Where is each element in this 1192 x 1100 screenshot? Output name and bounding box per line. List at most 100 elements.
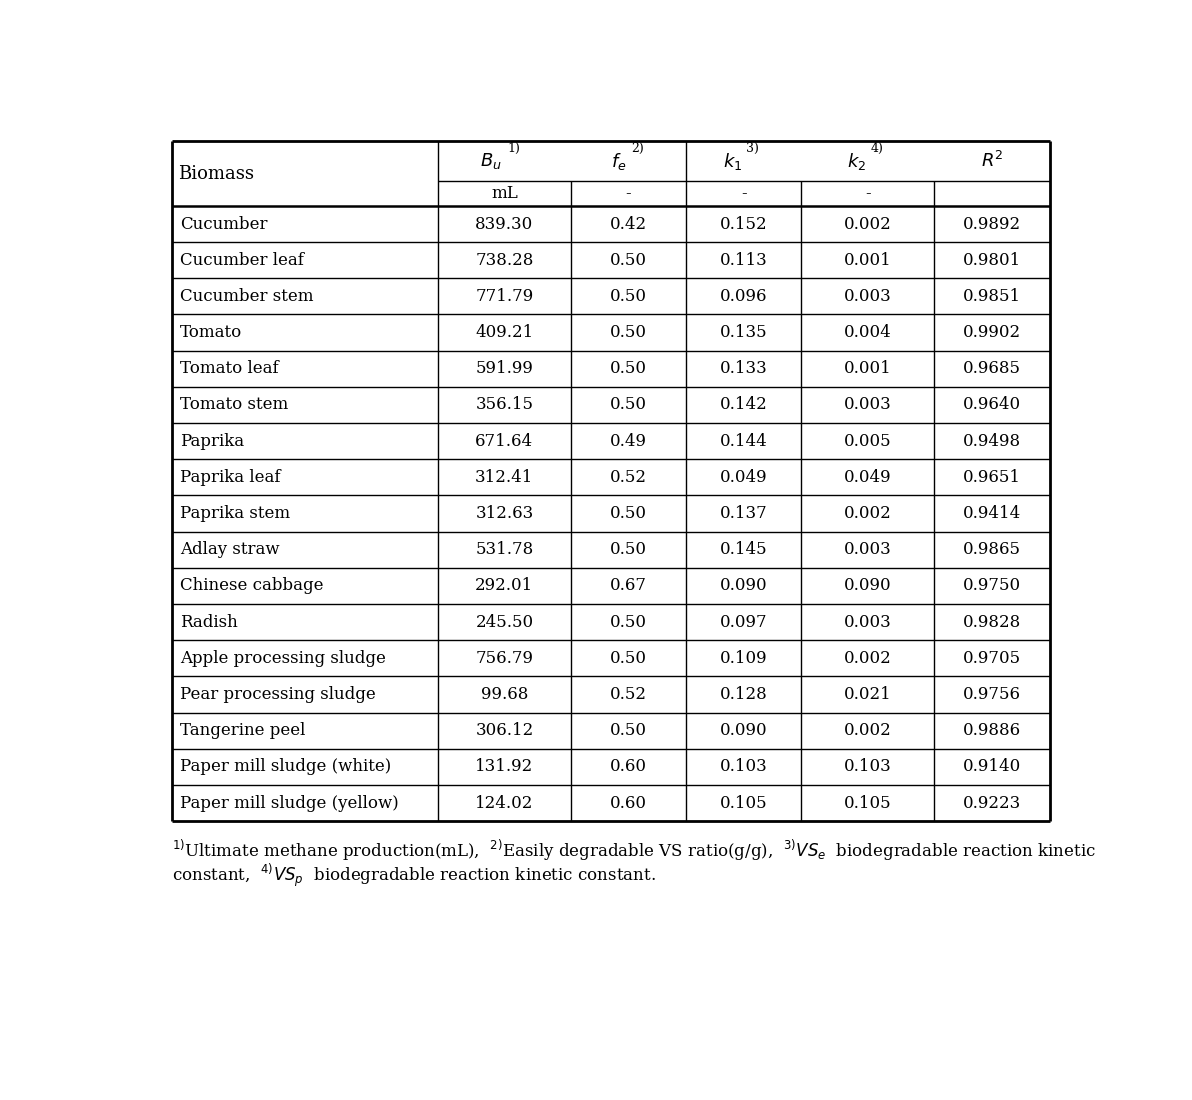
Text: 0.003: 0.003 — [844, 614, 892, 630]
Text: 0.002: 0.002 — [844, 723, 892, 739]
Text: 0.9223: 0.9223 — [963, 794, 1022, 812]
Text: 0.103: 0.103 — [720, 758, 768, 776]
Text: Tomato stem: Tomato stem — [180, 396, 288, 414]
Text: 292.01: 292.01 — [476, 578, 534, 594]
Text: 0.9651: 0.9651 — [963, 469, 1020, 486]
Text: 0.9750: 0.9750 — [963, 578, 1022, 594]
Text: 312.63: 312.63 — [476, 505, 534, 522]
Text: mL: mL — [491, 185, 517, 202]
Text: -: - — [865, 185, 870, 202]
Text: Paprika stem: Paprika stem — [180, 505, 290, 522]
Text: 3): 3) — [746, 142, 759, 155]
Text: 591.99: 591.99 — [476, 361, 533, 377]
Text: 0.135: 0.135 — [720, 324, 768, 341]
Text: 0.049: 0.049 — [720, 469, 768, 486]
Text: 0.021: 0.021 — [844, 686, 892, 703]
Text: 0.133: 0.133 — [720, 361, 768, 377]
Text: 0.50: 0.50 — [610, 324, 647, 341]
Text: $f_e$: $f_e$ — [611, 151, 627, 172]
Text: Biomass: Biomass — [179, 165, 254, 183]
Text: 0.50: 0.50 — [610, 614, 647, 630]
Text: 0.67: 0.67 — [610, 578, 647, 594]
Text: 0.9756: 0.9756 — [963, 686, 1020, 703]
Text: 0.9902: 0.9902 — [963, 324, 1022, 341]
Text: 0.002: 0.002 — [844, 650, 892, 667]
Text: Cucumber stem: Cucumber stem — [180, 288, 313, 305]
Text: 0.003: 0.003 — [844, 541, 892, 558]
Text: 306.12: 306.12 — [476, 723, 534, 739]
Text: 0.52: 0.52 — [610, 686, 647, 703]
Text: 0.42: 0.42 — [610, 216, 647, 232]
Text: 2): 2) — [631, 142, 644, 155]
Text: -: - — [626, 185, 632, 202]
Text: 0.50: 0.50 — [610, 252, 647, 268]
Text: 0.109: 0.109 — [720, 650, 768, 667]
Text: 0.096: 0.096 — [720, 288, 768, 305]
Text: $^{1)}$Ultimate methane production(mL),  $^{2)}$Easily degradable VS ratio(g/g),: $^{1)}$Ultimate methane production(mL), … — [173, 838, 1097, 864]
Text: 0.50: 0.50 — [610, 288, 647, 305]
Text: 738.28: 738.28 — [476, 252, 534, 268]
Text: Tomato leaf: Tomato leaf — [180, 361, 279, 377]
Text: 0.001: 0.001 — [844, 361, 892, 377]
Text: 0.144: 0.144 — [720, 432, 768, 450]
Text: 0.9685: 0.9685 — [963, 361, 1020, 377]
Text: 312.41: 312.41 — [476, 469, 534, 486]
Text: 1): 1) — [508, 142, 521, 155]
Text: 124.02: 124.02 — [476, 794, 534, 812]
Text: 531.78: 531.78 — [476, 541, 534, 558]
Text: 0.002: 0.002 — [844, 216, 892, 232]
Text: 839.30: 839.30 — [476, 216, 534, 232]
Text: Radish: Radish — [180, 614, 237, 630]
Text: 0.50: 0.50 — [610, 650, 647, 667]
Text: 0.9140: 0.9140 — [963, 758, 1022, 776]
Text: 0.103: 0.103 — [844, 758, 892, 776]
Text: 0.097: 0.097 — [720, 614, 768, 630]
Text: Tomato: Tomato — [180, 324, 242, 341]
Text: Paper mill sludge (yellow): Paper mill sludge (yellow) — [180, 794, 399, 812]
Text: Paper mill sludge (white): Paper mill sludge (white) — [180, 758, 391, 776]
Text: 0.105: 0.105 — [844, 794, 892, 812]
Text: Paprika: Paprika — [180, 432, 244, 450]
Text: 0.113: 0.113 — [720, 252, 768, 268]
Text: Tangerine peel: Tangerine peel — [180, 723, 305, 739]
Text: 0.005: 0.005 — [844, 432, 892, 450]
Text: 0.137: 0.137 — [720, 505, 768, 522]
Text: $B_u$: $B_u$ — [480, 152, 502, 172]
Text: 0.9886: 0.9886 — [963, 723, 1022, 739]
Text: 0.090: 0.090 — [844, 578, 892, 594]
Text: 245.50: 245.50 — [476, 614, 534, 630]
Text: 0.002: 0.002 — [844, 505, 892, 522]
Text: -: - — [741, 185, 746, 202]
Text: 0.003: 0.003 — [844, 288, 892, 305]
Text: Cucumber: Cucumber — [180, 216, 267, 232]
Text: 409.21: 409.21 — [476, 324, 534, 341]
Text: 0.50: 0.50 — [610, 505, 647, 522]
Text: 0.142: 0.142 — [720, 396, 768, 414]
Text: 0.60: 0.60 — [610, 758, 647, 776]
Text: 131.92: 131.92 — [476, 758, 534, 776]
Text: Paprika leaf: Paprika leaf — [180, 469, 280, 486]
Text: 0.50: 0.50 — [610, 396, 647, 414]
Text: 99.68: 99.68 — [480, 686, 528, 703]
Text: 0.60: 0.60 — [610, 794, 647, 812]
Text: 0.128: 0.128 — [720, 686, 768, 703]
Text: Chinese cabbage: Chinese cabbage — [180, 578, 323, 594]
Text: 756.79: 756.79 — [476, 650, 533, 667]
Text: 0.50: 0.50 — [610, 361, 647, 377]
Text: 0.004: 0.004 — [844, 324, 892, 341]
Text: 0.049: 0.049 — [844, 469, 892, 486]
Text: 4): 4) — [870, 142, 883, 155]
Text: $k_2$: $k_2$ — [848, 151, 867, 172]
Text: 0.52: 0.52 — [610, 469, 647, 486]
Text: 0.9498: 0.9498 — [963, 432, 1022, 450]
Text: 0.50: 0.50 — [610, 541, 647, 558]
Text: 0.9865: 0.9865 — [963, 541, 1020, 558]
Text: $k_1$: $k_1$ — [722, 151, 743, 172]
Text: 0.9828: 0.9828 — [963, 614, 1022, 630]
Text: 0.003: 0.003 — [844, 396, 892, 414]
Text: 0.9414: 0.9414 — [963, 505, 1022, 522]
Text: 671.64: 671.64 — [476, 432, 534, 450]
Text: 0.9801: 0.9801 — [963, 252, 1022, 268]
Text: 0.9892: 0.9892 — [963, 216, 1022, 232]
Text: 0.105: 0.105 — [720, 794, 768, 812]
